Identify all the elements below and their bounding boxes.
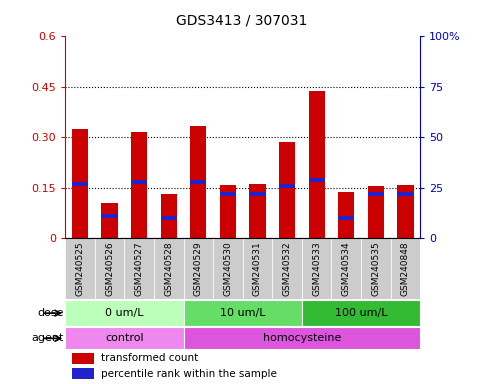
Text: GSM240848: GSM240848 (401, 241, 410, 296)
Bar (101, 203, 118, 238)
Text: GSM240535: GSM240535 (371, 241, 380, 296)
Text: GSM240532: GSM240532 (283, 241, 292, 296)
Text: agent: agent (31, 333, 64, 343)
Bar (72, 129, 88, 238)
Bar (302, 300, 420, 326)
Bar (131, 180, 147, 184)
Bar (65, 327, 184, 349)
Bar (279, 184, 295, 188)
Text: dose: dose (37, 308, 64, 318)
Bar (242, 238, 272, 300)
Bar (391, 238, 420, 300)
Bar (72, 353, 94, 364)
Text: 10 um/L: 10 um/L (220, 308, 266, 318)
Text: GSM240530: GSM240530 (224, 241, 232, 296)
Text: GSM240529: GSM240529 (194, 241, 203, 296)
Bar (65, 238, 95, 300)
Bar (302, 238, 331, 300)
Bar (338, 216, 355, 220)
Bar (101, 214, 118, 218)
Bar (65, 300, 184, 326)
Bar (309, 178, 325, 182)
Bar (331, 238, 361, 300)
Bar (184, 327, 420, 349)
Bar (154, 238, 184, 300)
Bar (361, 238, 391, 300)
Bar (249, 192, 266, 196)
Text: 100 um/L: 100 um/L (335, 308, 387, 318)
Text: percentile rank within the sample: percentile rank within the sample (101, 369, 277, 379)
Bar (309, 91, 325, 238)
Bar (368, 186, 384, 238)
Text: GDS3413 / 307031: GDS3413 / 307031 (176, 13, 307, 27)
Bar (72, 368, 94, 379)
Text: GSM240534: GSM240534 (342, 241, 351, 296)
Bar (125, 238, 154, 300)
Text: 0 um/L: 0 um/L (105, 308, 143, 318)
Bar (368, 192, 384, 196)
Text: transformed count: transformed count (101, 353, 198, 363)
Bar (184, 300, 302, 326)
Bar (95, 238, 125, 300)
Text: GSM240527: GSM240527 (135, 241, 143, 296)
Bar (279, 142, 295, 238)
Bar (161, 216, 177, 220)
Bar (220, 185, 236, 238)
Bar (72, 182, 88, 186)
Bar (131, 132, 147, 238)
Bar (338, 192, 355, 238)
Bar (249, 184, 266, 238)
Text: GSM240531: GSM240531 (253, 241, 262, 296)
Bar (220, 192, 236, 196)
Text: GSM240526: GSM240526 (105, 241, 114, 296)
Bar (398, 192, 413, 196)
Bar (190, 126, 206, 238)
Bar (161, 194, 177, 238)
Bar (190, 180, 206, 184)
Text: GSM240533: GSM240533 (312, 241, 321, 296)
Text: GSM240528: GSM240528 (164, 241, 173, 296)
Bar (272, 238, 302, 300)
Bar (213, 238, 242, 300)
Bar (398, 185, 413, 238)
Bar (184, 238, 213, 300)
Text: homocysteine: homocysteine (263, 333, 341, 343)
Text: control: control (105, 333, 143, 343)
Text: GSM240525: GSM240525 (75, 241, 85, 296)
